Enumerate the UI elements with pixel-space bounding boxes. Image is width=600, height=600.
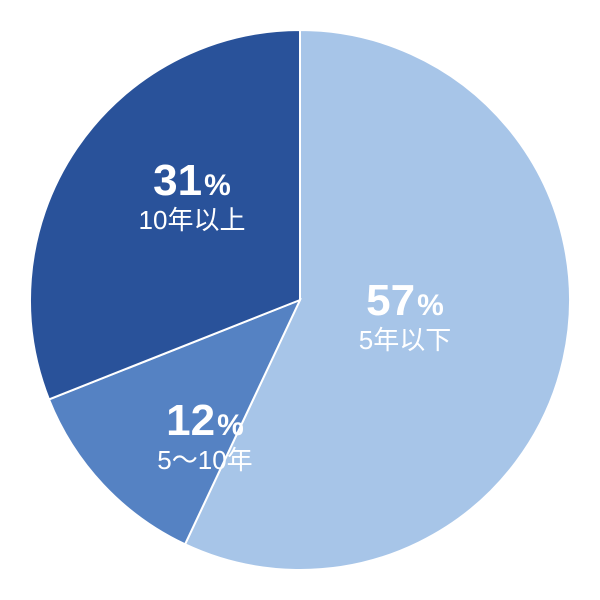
- slice-category-label: 5〜10年: [157, 445, 252, 475]
- slice-percent-symbol: %: [204, 169, 231, 202]
- slice-percent-number: 31: [153, 156, 202, 205]
- slice-category-label: 5年以下: [359, 325, 451, 355]
- pie-chart-svg: 57%5年以下12%5〜10年31%10年以上: [0, 0, 600, 600]
- slice-percent-number: 12: [166, 396, 215, 445]
- slice-percent-symbol: %: [217, 409, 244, 442]
- slice-percent-number: 57: [366, 276, 415, 325]
- pie-chart: 57%5年以下12%5〜10年31%10年以上: [0, 0, 600, 600]
- slice-percent-symbol: %: [417, 289, 444, 322]
- slice-category-label: 10年以上: [139, 205, 246, 235]
